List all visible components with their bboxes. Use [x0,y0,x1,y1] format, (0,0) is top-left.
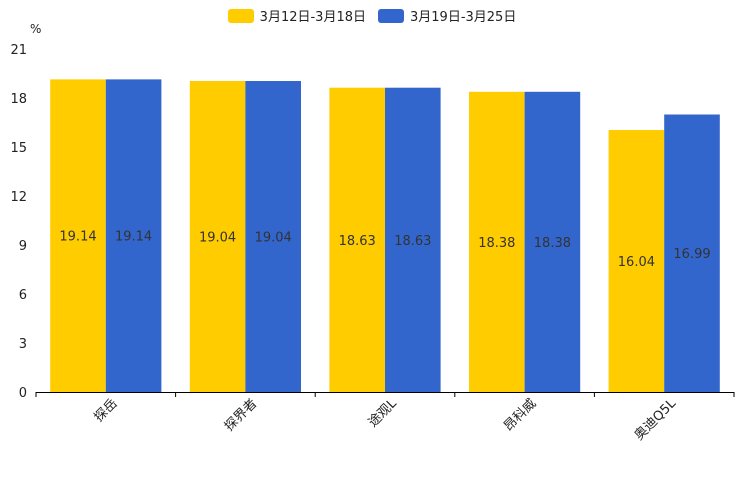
data-label-3-series-1: 18.38 [478,236,515,251]
data-label-2-series-1: 18.63 [339,234,376,249]
x-tick-label-0: 探岳 [92,396,121,425]
bar-3-series-2[interactable] [524,91,581,392]
legend-label-series-1: 3月12日-3月18日 [259,10,366,25]
y-tick-label-0: 0 [19,386,27,401]
bar-0-series-1[interactable] [50,79,106,392]
data-label-0-series-1: 19.14 [59,230,96,245]
bar-3-series-1[interactable] [469,91,525,392]
y-tick-label-5: 15 [10,141,27,156]
data-label-4-series-1: 16.04 [618,255,655,270]
y-tick-label-6: 18 [10,92,27,107]
x-tick-label-4: 奥迪Q5L [632,396,680,444]
data-label-1-series-1: 19.04 [199,231,236,246]
y-tick-label-7: 21 [10,43,27,58]
x-tick-label-3: 昂科威 [501,396,539,434]
y-tick-label-2: 6 [19,288,27,303]
data-label-0-series-2: 19.14 [115,230,152,245]
bar-1-series-2[interactable] [245,81,301,392]
data-label-4-series-2: 16.99 [673,247,710,262]
bar-0-series-2[interactable] [105,79,162,392]
data-label-3-series-2: 18.38 [534,236,571,251]
legend-swatch-series-2 [378,8,404,23]
legend: 3月12日-3月18日 3月19日-3月25日 [0,6,744,25]
data-label-2-series-2: 18.63 [394,234,431,249]
legend-swatch-series-1 [227,8,254,23]
x-tick-label-2: 途观L [365,395,400,430]
legend-item-series-2[interactable]: 3月19日-3月25日 [378,6,516,25]
y-axis-unit: % [30,22,42,36]
y-tick-label-1: 3 [19,337,27,352]
y-tick-label-4: 12 [10,190,27,205]
legend-item-series-1[interactable]: 3月12日-3月18日 [227,6,366,25]
y-tick-label-3: 9 [19,239,27,254]
bar-4-series-1[interactable] [608,130,665,392]
data-label-1-series-2: 19.04 [255,231,292,246]
bar-4-series-2[interactable] [664,114,720,392]
bar-1-series-1[interactable] [189,81,246,392]
bar-2-series-1[interactable] [329,87,385,393]
legend-label-series-2: 3月19日-3月25日 [410,10,517,25]
bar-2-series-2[interactable] [385,87,441,393]
x-tick-label-1: 探界者 [222,396,260,434]
